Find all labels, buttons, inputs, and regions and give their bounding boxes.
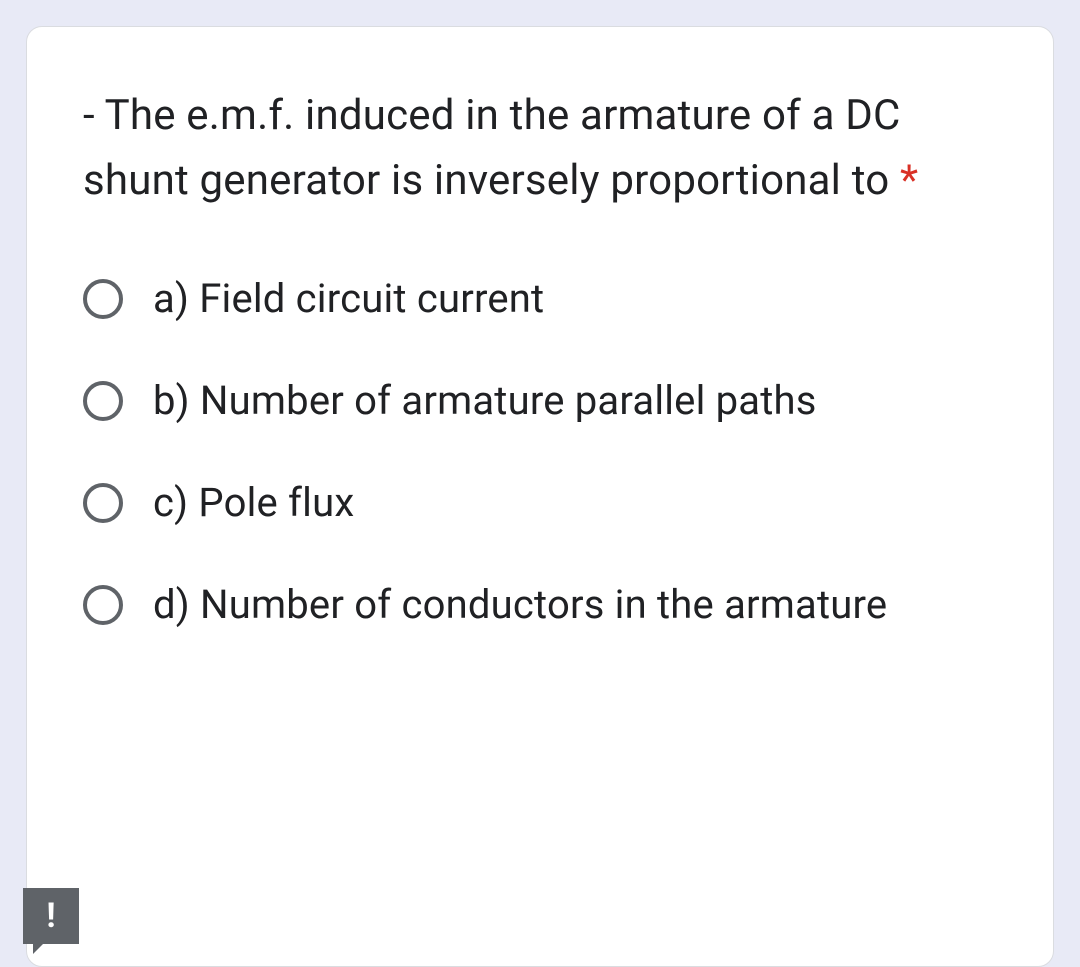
- feedback-button[interactable]: !: [23, 888, 79, 944]
- radio-icon: [83, 483, 123, 523]
- question-card: - The e.m.f. induced in the armature of …: [26, 26, 1054, 967]
- option-label: d) Number of conductors in the armature: [153, 577, 887, 633]
- question-body: - The e.m.f. induced in the armature of …: [83, 91, 901, 205]
- question-text: - The e.m.f. induced in the armature of …: [83, 83, 997, 213]
- option-c[interactable]: c) Pole flux: [83, 475, 997, 531]
- option-label: a) Field circuit current: [153, 271, 544, 327]
- exclamation-icon: !: [46, 899, 55, 933]
- radio-icon: [83, 381, 123, 421]
- option-a[interactable]: a) Field circuit current: [83, 271, 997, 327]
- option-label: b) Number of armature parallel paths: [153, 373, 817, 429]
- option-b[interactable]: b) Number of armature parallel paths: [83, 373, 997, 429]
- required-asterisk: *: [900, 156, 918, 205]
- option-d[interactable]: d) Number of conductors in the armature: [83, 577, 997, 633]
- options-group: a) Field circuit current b) Number of ar…: [83, 271, 997, 633]
- option-label: c) Pole flux: [153, 475, 354, 531]
- radio-icon: [83, 279, 123, 319]
- radio-icon: [83, 585, 123, 625]
